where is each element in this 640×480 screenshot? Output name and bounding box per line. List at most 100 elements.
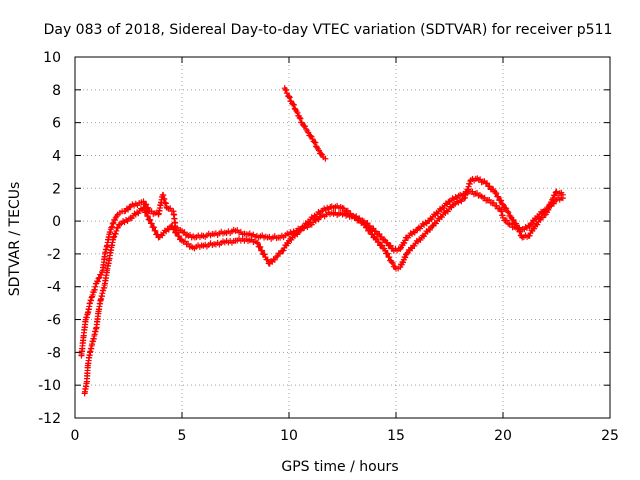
data-point xyxy=(510,216,517,223)
data-point xyxy=(140,204,147,211)
data-point xyxy=(422,219,429,226)
data-point xyxy=(526,232,533,239)
data-point xyxy=(490,199,497,206)
data-point xyxy=(143,209,150,216)
data-point xyxy=(402,254,409,261)
data-point xyxy=(513,220,520,227)
data-point xyxy=(94,278,101,285)
data-point xyxy=(108,224,115,231)
data-point xyxy=(296,114,303,121)
data-point xyxy=(169,223,176,230)
data-point xyxy=(286,94,293,101)
data-point xyxy=(150,224,157,231)
data-point xyxy=(503,205,510,212)
data-point xyxy=(410,228,417,235)
data-point xyxy=(147,216,154,223)
data-point xyxy=(361,221,368,228)
data-point xyxy=(559,191,566,198)
data-point xyxy=(389,260,396,267)
data-point xyxy=(273,254,280,261)
data-point xyxy=(259,247,266,254)
data-point xyxy=(505,209,512,216)
series-3 xyxy=(281,85,329,162)
data-point xyxy=(498,197,505,204)
data-point xyxy=(152,227,159,234)
data-point xyxy=(322,155,329,162)
data-point xyxy=(386,254,393,261)
plot-frame xyxy=(74,56,611,419)
data-point xyxy=(429,223,436,230)
data-point xyxy=(144,213,151,220)
y-tick-label: 4 xyxy=(52,148,61,164)
data-point xyxy=(253,239,260,246)
data-point xyxy=(305,129,312,136)
data-point xyxy=(388,259,395,266)
axis-ticks: 0 5 10 15 20 25 -12 -10 -8 -6 -4 -2 0 2 4 6 8 10 xyxy=(38,50,619,444)
data-point xyxy=(531,225,538,232)
data-point xyxy=(261,251,268,258)
x-tick-label: 10 xyxy=(280,428,298,444)
y-tick-label: -2 xyxy=(47,247,61,263)
data-point xyxy=(545,206,552,213)
data-points xyxy=(78,85,566,397)
y-tick-label: 10 xyxy=(43,50,61,66)
data-point xyxy=(271,256,278,263)
y-tick-label: -10 xyxy=(38,378,61,394)
data-point xyxy=(551,192,558,199)
data-point xyxy=(347,210,354,217)
data-point xyxy=(114,224,121,231)
data-point xyxy=(312,139,319,146)
data-point xyxy=(110,234,117,241)
data-point xyxy=(403,250,410,257)
y-tick-label: 6 xyxy=(52,116,61,132)
data-point xyxy=(517,228,524,235)
data-point xyxy=(307,132,314,139)
data-point xyxy=(493,202,500,209)
data-point xyxy=(493,190,500,197)
data-point xyxy=(504,208,511,215)
x-tick-label: 15 xyxy=(387,428,405,444)
data-point xyxy=(413,227,420,234)
gridlines xyxy=(75,57,610,418)
data-point xyxy=(534,221,541,228)
data-point xyxy=(290,101,297,108)
data-point xyxy=(415,224,422,231)
data-point xyxy=(384,250,391,257)
chart-title: Day 083 of 2018, Sidereal Day-to-day VTE… xyxy=(44,22,613,38)
y-tick-label: -12 xyxy=(38,411,61,427)
data-point xyxy=(387,242,394,249)
data-point xyxy=(257,244,264,251)
data-point xyxy=(356,216,363,223)
data-point xyxy=(277,250,284,257)
y-tick-label: -4 xyxy=(47,280,61,296)
data-point xyxy=(340,205,347,212)
data-point xyxy=(126,204,133,211)
data-point xyxy=(176,233,183,240)
data-point xyxy=(294,109,301,116)
data-point xyxy=(315,208,322,215)
x-tick-label: 20 xyxy=(494,428,512,444)
data-point xyxy=(285,240,292,247)
data-point xyxy=(503,217,510,224)
x-tick-label: 5 xyxy=(178,428,187,444)
data-point xyxy=(400,259,407,266)
data-point xyxy=(286,93,292,100)
data-point xyxy=(113,227,120,234)
data-point xyxy=(367,227,374,234)
x-axis-label: GPS time / hours xyxy=(281,459,398,475)
data-point xyxy=(384,239,391,246)
data-point xyxy=(283,87,290,94)
data-point xyxy=(148,220,155,227)
data-point xyxy=(364,224,371,231)
data-point xyxy=(143,201,150,208)
data-point xyxy=(344,207,351,214)
data-point xyxy=(315,147,322,154)
data-point xyxy=(296,227,303,234)
data-point xyxy=(311,212,318,219)
data-point xyxy=(515,224,522,231)
data-point xyxy=(174,229,181,236)
data-point xyxy=(171,226,178,233)
data-point xyxy=(95,275,102,282)
